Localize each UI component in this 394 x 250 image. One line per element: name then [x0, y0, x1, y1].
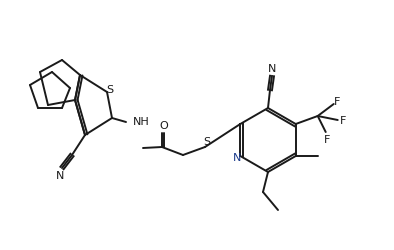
- Text: S: S: [203, 137, 210, 147]
- Text: N: N: [268, 64, 276, 74]
- Text: F: F: [340, 116, 346, 126]
- Text: NH: NH: [133, 117, 150, 127]
- Text: S: S: [106, 85, 113, 95]
- Text: N: N: [56, 171, 64, 181]
- Text: F: F: [323, 135, 330, 145]
- Text: F: F: [334, 97, 340, 107]
- Text: N: N: [233, 153, 242, 163]
- Text: O: O: [160, 121, 168, 131]
